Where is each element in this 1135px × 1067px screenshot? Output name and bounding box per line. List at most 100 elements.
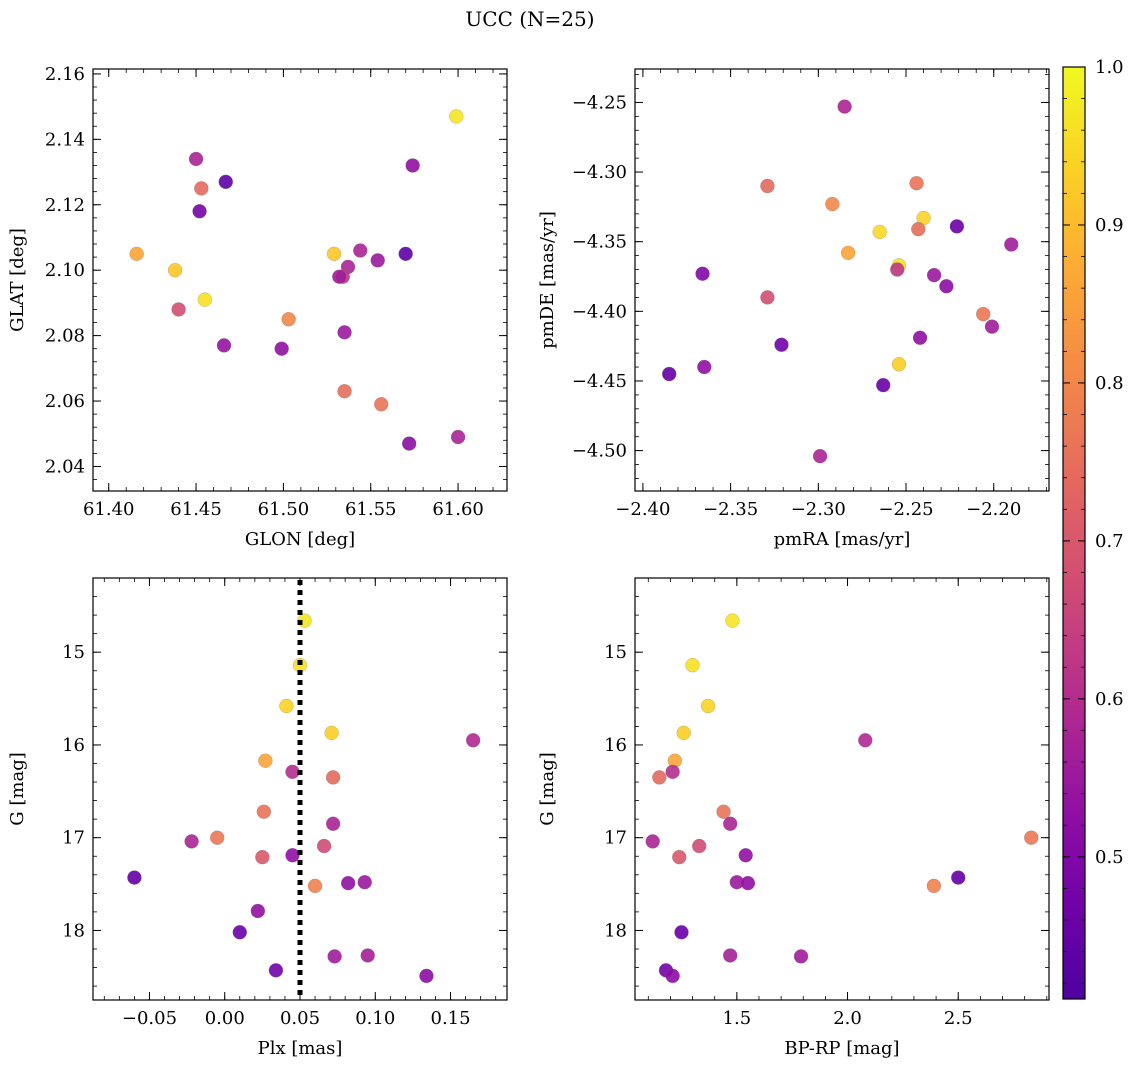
y-axis-ticks: −4.50 −4.45 −4.40 −4.35 −4.30 −4.25: [572, 74, 1049, 479]
x-axis-ticks: 1.5 2.0 2.5: [647, 578, 1048, 1029]
y-tick-label: 16: [604, 735, 627, 756]
data-point: [672, 849, 687, 865]
data-point: [360, 948, 375, 963]
y-tick-label: −4.30: [572, 162, 627, 183]
data-point: [872, 224, 887, 240]
data-point: [357, 875, 372, 890]
colorbar-tick-label: 0.9: [1095, 215, 1124, 236]
x-tick-label: 61.40: [83, 499, 135, 520]
data-point: [652, 770, 667, 785]
x-tick-label: 61.45: [170, 499, 222, 520]
data-point: [723, 816, 738, 831]
y-axis-ticks: 15 16 17 18: [604, 596, 1049, 987]
data-point: [316, 838, 332, 854]
data-point: [353, 243, 368, 258]
data-point: [370, 253, 385, 268]
data-point: [911, 221, 926, 237]
data-point: [676, 725, 691, 741]
y-tick-label: 17: [604, 828, 627, 849]
data-point: [197, 292, 213, 307]
data-point: [398, 246, 413, 262]
data-point: [285, 764, 300, 780]
data-point: [949, 219, 965, 234]
data-point: [171, 302, 186, 317]
x-axis-label: Plx [mas]: [258, 1038, 343, 1059]
data-point: [890, 262, 905, 277]
data-point: [1004, 237, 1019, 252]
x-tick-label: 0.10: [355, 1008, 395, 1029]
x-tick-label: 0.00: [205, 1008, 245, 1029]
data-point: [268, 963, 284, 978]
axes-frame: [634, 577, 1050, 1001]
data-point: [723, 948, 738, 963]
y-tick-label: 16: [62, 735, 85, 756]
x-tick-label: 0.05: [280, 1008, 320, 1029]
y-tick-label: −4.35: [572, 232, 627, 253]
y-tick-label: −4.45: [572, 371, 627, 392]
data-point: [337, 384, 352, 399]
y-tick-label: 15: [604, 642, 627, 663]
data-point: [325, 770, 341, 785]
data-point: [760, 178, 775, 194]
data-point: [258, 753, 273, 768]
data-point: [825, 196, 840, 212]
data-point: [307, 878, 323, 894]
data-point: [697, 359, 712, 375]
data-point: [256, 804, 272, 819]
x-tick-label: 1.5: [723, 1008, 752, 1029]
x-axis-label: GLON [deg]: [245, 529, 355, 550]
data-point: [218, 174, 233, 190]
data-point: [760, 290, 775, 305]
x-axis-label: pmRA [mas/yr]: [774, 529, 911, 550]
y-tick-label: 18: [604, 920, 627, 941]
scatter-points: [662, 99, 1019, 464]
data-point: [285, 848, 300, 863]
colorbar-tick-label: 0.7: [1095, 531, 1124, 552]
y-tick-label: −4.40: [572, 301, 627, 322]
x-tick-label: −2.30: [791, 499, 846, 520]
data-point: [216, 338, 232, 353]
data-point: [700, 698, 716, 714]
y-tick-label: −4.25: [572, 92, 627, 113]
data-point: [716, 804, 731, 819]
x-tick-label: −2.25: [878, 499, 933, 520]
x-tick-label: −2.40: [615, 499, 670, 520]
data-point: [812, 448, 828, 464]
figure-title: UCC (N=25): [465, 7, 594, 31]
colorbar-tick-label: 1.0: [1095, 57, 1124, 78]
data-point: [327, 949, 342, 964]
data-point: [665, 968, 680, 984]
y-axis-ticks: 2.04 2.06 2.08 2.10 2.12 2.14 2.16: [45, 64, 507, 480]
data-point: [774, 337, 789, 352]
colorbar-gradient: [1063, 67, 1085, 999]
y-tick-label: 2.06: [45, 391, 85, 412]
data-point: [325, 816, 341, 831]
y-tick-label: −4.50: [572, 441, 627, 462]
scatter-panel-1: 61.40 61.45 61.50 61.55 61.60 2.04 2.06 2.08 2.1…: [7, 64, 508, 550]
data-point: [194, 181, 209, 196]
scatter-panel-2: −2.40 −2.35 −2.30 −2.25 −2.20 −4.50 −4.45 −4.40…: [537, 68, 1050, 550]
data-point: [662, 366, 677, 382]
data-point: [167, 262, 183, 278]
data-point: [939, 279, 954, 294]
data-point: [192, 204, 207, 219]
axes-frame: [634, 68, 1050, 492]
y-axis-label: pmDE [mas/yr]: [537, 211, 558, 349]
x-axis-ticks: 61.40 61.45 61.50 61.55 61.60: [83, 69, 494, 520]
y-tick-label: 2.10: [45, 260, 85, 281]
x-tick-label: 2.5: [944, 1008, 973, 1029]
data-point: [926, 267, 942, 283]
y-tick-label: 17: [62, 828, 85, 849]
x-tick-label: 61.55: [345, 499, 397, 520]
data-point: [279, 698, 294, 714]
data-point: [695, 266, 710, 281]
colorbar-tick-label: 0.5: [1095, 847, 1124, 868]
scatter-points: [645, 613, 1039, 984]
data-point: [951, 870, 966, 885]
data-point: [465, 733, 481, 748]
x-axis-ticks: −2.40 −2.35 −2.30 −2.25 −2.20: [615, 69, 1047, 520]
data-point: [127, 870, 142, 885]
x-tick-label: −0.05: [122, 1008, 177, 1029]
data-point: [876, 377, 891, 393]
y-tick-label: 18: [62, 920, 85, 941]
